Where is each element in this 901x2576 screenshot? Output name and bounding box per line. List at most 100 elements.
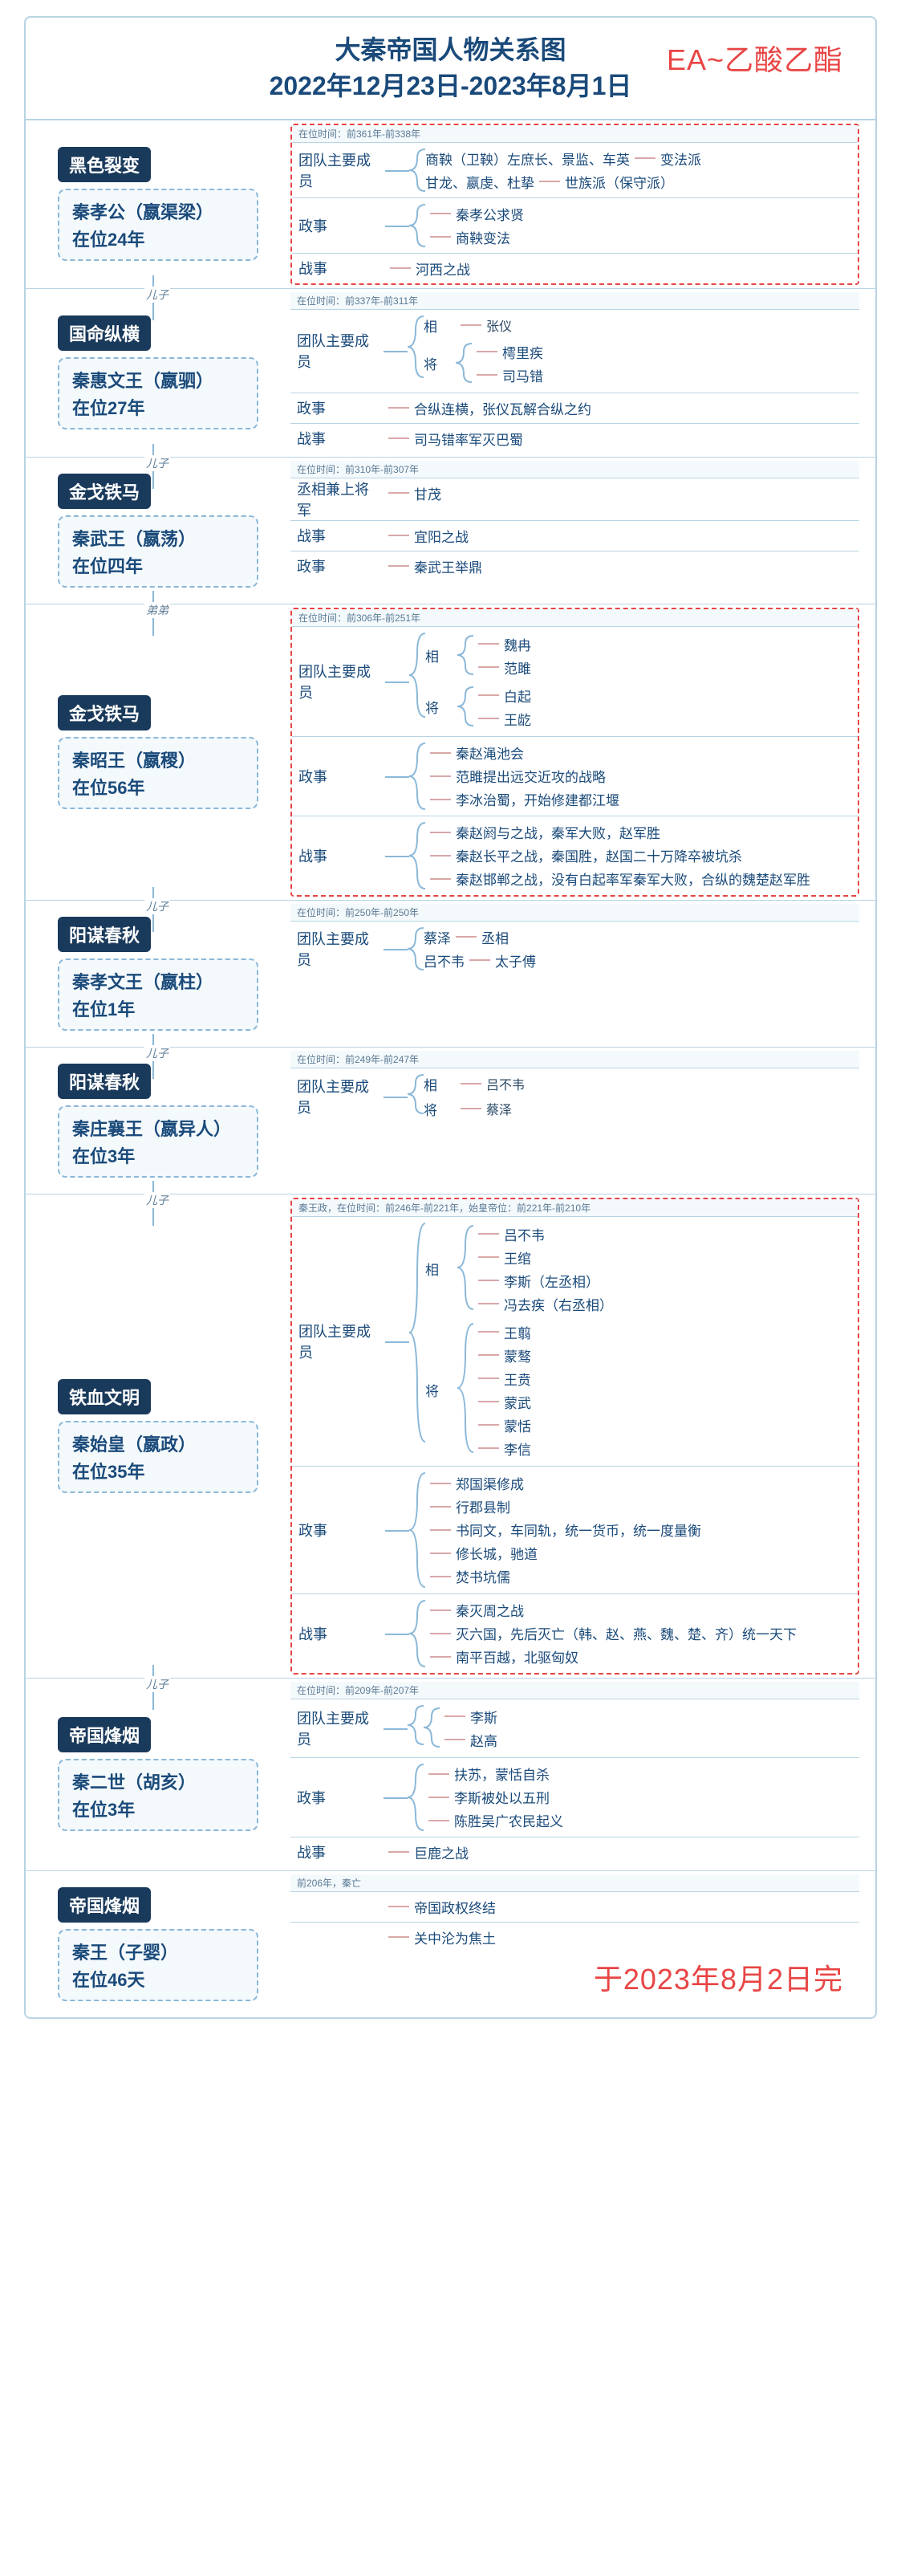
relation-label: 儿子 <box>144 287 170 303</box>
line-item: 扶苏，蒙恬自杀 <box>424 1762 854 1785</box>
line-text: 巨鹿之战 <box>414 1842 469 1862</box>
section-row: 关中沦为焦土 <box>290 1923 859 1952</box>
section-label: 团队主要成员 <box>290 922 379 976</box>
chapter-tag: 阳谋春秋 <box>58 1064 151 1099</box>
ruler-box: 秦二世（胡亥） 在位3年 <box>58 1759 258 1831</box>
ruler-right: 在位时间：前361年-前338年 团队主要成员 商鞅（卫鞅）左庶长、景监、车英 … <box>290 120 875 288</box>
line-text: 秦赵阏与之战，秦军大败，赵军胜 <box>456 822 660 842</box>
section-label: 团队主要成员 <box>290 1068 379 1125</box>
relation-label: 儿子 <box>144 1045 170 1061</box>
section-row: 丞相兼上将军 甘茂 <box>290 478 859 521</box>
line-item: 灭六国，先后灭亡（韩、赵、燕、魏、楚、齐）统一天下 <box>425 1622 853 1645</box>
detail-box: 在位时间：前361年-前338年 团队主要成员 商鞅（卫鞅）左庶长、景监、车英 … <box>290 124 859 285</box>
section-label: 政事 <box>292 1467 380 1593</box>
ruler-left: 阳谋春秋 秦庄襄王（嬴异人） 在位3年 儿子 <box>26 1048 290 1194</box>
section-content: 相张仪将 樗里疾 司马错 <box>379 310 859 393</box>
ruler-row: 黑色裂变 秦孝公（嬴渠梁） 在位24年 儿子 在位时间：前361年-前338年 … <box>26 120 875 288</box>
line-item: 南平百越，北驱匈奴 <box>425 1645 853 1668</box>
line-text: 合纵连横，张仪瓦解合纵之约 <box>414 398 591 418</box>
line-text: 灭六国，先后灭亡（韩、赵、燕、魏、楚、齐）统一天下 <box>456 1623 797 1643</box>
ruler-box: 秦庄襄王（嬴异人） 在位3年 <box>58 1105 258 1178</box>
section-row: 战事 秦赵阏与之战，秦军大败，赵军胜 秦赵长平之战，秦国胜，赵国二十万降卒被坑杀… <box>292 816 858 895</box>
ruler-reign: 在位35年 <box>72 1458 244 1483</box>
subgroup: 将 白起 王龁 <box>425 682 853 733</box>
watermark-top: EA~乙酸乙酯 <box>667 37 843 79</box>
person-name: 魏冉 <box>504 634 531 654</box>
ruler-box: 秦惠文王（嬴驷） 在位27年 <box>58 357 258 429</box>
line-item: 郑国渠修成 <box>425 1471 853 1495</box>
member-row: 甘龙、嬴虔、杜挚 世族派（保守派） <box>425 170 853 193</box>
person-name: 司马错 <box>502 365 543 385</box>
ruler-box: 秦孝文王（嬴柱） 在位1年 <box>58 958 258 1031</box>
member-text: 商鞅（卫鞅）左庶长、景监、车英 <box>425 149 630 169</box>
person-item: 冯去疾（右丞相） <box>473 1292 613 1316</box>
ruler-reign: 在位27年 <box>72 394 244 420</box>
section-row: 政事 合纵连横，张仪瓦解合纵之约 <box>290 393 859 424</box>
section-content: 相 魏冉 范雎将 白起 王龁 <box>380 627 858 736</box>
person-item: 蒙武 <box>473 1390 531 1414</box>
line-text: 甘茂 <box>414 483 441 503</box>
pair-row: 蔡泽 丞相 <box>424 926 854 949</box>
chapter-tag: 帝国烽烟 <box>58 1717 151 1752</box>
chapter-tag: 金戈铁马 <box>58 695 151 730</box>
ruler-name: 秦武王（嬴荡） <box>72 525 244 551</box>
line-item: 帝国政权终结 <box>384 1895 854 1919</box>
line-item: 宜阳之战 <box>384 524 854 547</box>
detail-box: 前206年，秦亡 帝国政权终结 关中沦为焦土 <box>290 1874 859 1952</box>
section-content: 秦赵阏与之战，秦军大败，赵军胜 秦赵长平之战，秦国胜，赵国二十万降卒被坑杀 秦赵… <box>380 816 858 895</box>
ruler-box: 秦孝公（嬴渠梁） 在位24年 <box>58 189 258 261</box>
line-item: 秦孝公求贤 <box>425 202 853 226</box>
ruler-left: 黑色裂变 秦孝公（嬴渠梁） 在位24年 儿子 <box>26 120 290 288</box>
section-content: 合纵连横，张仪瓦解合纵之约 <box>379 393 859 423</box>
subgroup: 将蔡泽 <box>424 1097 854 1121</box>
line-text: 李斯被处以五刑 <box>454 1787 550 1807</box>
ruler-right: 在位时间：前306年-前251年 团队主要成员 相 魏冉 范雎将 白起 王龁 <box>290 604 875 900</box>
line-text: 秦赵长平之战，秦国胜，赵国二十万降卒被坑杀 <box>456 845 742 865</box>
section-label: 团队主要成员 <box>290 310 379 393</box>
header: 大秦帝国人物关系图 2022年12月23日-2023年8月1日 EA~乙酸乙酯 <box>26 18 875 120</box>
pair-right: 丞相 <box>481 927 509 947</box>
relation-label: 儿子 <box>144 898 170 914</box>
section-content: 宜阳之战 <box>379 521 859 551</box>
time-strip: 在位时间：前361年-前338年 <box>292 125 858 143</box>
line-text: 宜阳之战 <box>414 526 469 546</box>
subgroup: 将 王翦 蒙骜 王贲 蒙武 蒙恬 李信 <box>425 1318 853 1463</box>
section-content: 相 吕不韦 王绾 李斯（左丞相） 冯去疾（右丞相）将 王翦 蒙骜 王贲 蒙武 <box>380 1217 858 1466</box>
ruler-reign: 在位3年 <box>72 1796 244 1821</box>
detail-box: 在位时间：前249年-前247年 团队主要成员 相吕不韦将蔡泽 <box>290 1051 859 1125</box>
section-row: 政事 秦孝公求贤 商鞅变法 <box>292 198 858 254</box>
section-label: 团队主要成员 <box>292 143 380 197</box>
line-item: 焚书坑儒 <box>425 1565 853 1588</box>
section-content: 帝国政权终结 <box>379 1892 859 1922</box>
relation-label: 儿子 <box>144 1192 170 1208</box>
section-label: 政事 <box>292 737 380 816</box>
ruler-name: 秦王（子婴） <box>72 1939 244 1964</box>
ruler-reign: 在位46天 <box>72 1966 244 1992</box>
section-row: 政事 秦武王举鼎 <box>290 551 859 581</box>
section-content: 河西之战 <box>380 254 858 283</box>
ruler-reign: 在位24年 <box>72 226 244 251</box>
chapter-tag: 国命纵横 <box>58 315 151 351</box>
person-name: 王贲 <box>504 1369 531 1389</box>
section-label: 团队主要成员 <box>292 627 380 736</box>
person-name: 王绾 <box>504 1247 531 1268</box>
person-item: 赵高 <box>440 1728 497 1752</box>
subgroup: 相张仪 <box>424 313 854 338</box>
person-name: 白起 <box>504 686 531 706</box>
person-item: 范雎 <box>473 656 531 679</box>
line-text: 修长城，驰道 <box>456 1543 538 1563</box>
person-item: 蒙恬 <box>473 1414 531 1437</box>
ruler-left: 阳谋春秋 秦孝文王（嬴柱） 在位1年 儿子 <box>26 901 290 1047</box>
diagram-container: 大秦帝国人物关系图 2022年12月23日-2023年8月1日 EA~乙酸乙酯 … <box>24 16 877 2019</box>
ruler-left: 铁血文明 秦始皇（嬴政） 在位35年 儿子 <box>26 1194 290 1678</box>
section-content: 秦赵渑池会 范雎提出远交近攻的战略 李冰治蜀，开始修建都江堰 <box>380 737 858 816</box>
person-item: 李信 <box>473 1437 531 1460</box>
line-text: 扶苏，蒙恬自杀 <box>454 1764 550 1784</box>
line-text: 帝国政权终结 <box>414 1897 496 1917</box>
line-item: 关中沦为焦土 <box>384 1926 854 1949</box>
person-item: 王翦 <box>473 1321 531 1344</box>
member-faction: 世族派（保守派） <box>565 172 674 192</box>
ruler-box: 秦始皇（嬴政） 在位35年 <box>58 1421 258 1493</box>
section-label: 政事 <box>290 1758 379 1837</box>
chapter-tag: 帝国烽烟 <box>58 1887 151 1923</box>
